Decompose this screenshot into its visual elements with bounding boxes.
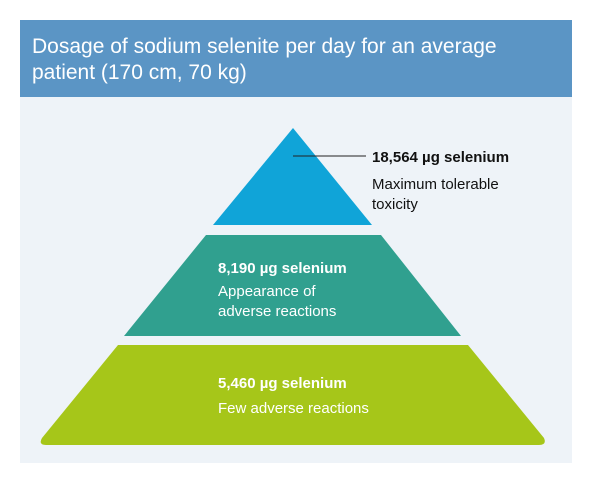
- header: Dosage of sodium selenite per day for an…: [20, 20, 572, 97]
- amount: 8,190 µg selenium: [218, 260, 347, 277]
- middle-tier: [124, 235, 461, 336]
- bottom-tier: [40, 345, 545, 445]
- description: toxicity: [372, 196, 418, 213]
- amount: 5,460 µg selenium: [218, 375, 347, 392]
- amount: 18,564 µg selenium: [372, 149, 509, 166]
- description: Appearance of: [218, 283, 316, 300]
- description: Maximum tolerable: [372, 176, 499, 193]
- title: Dosage of sodium selenite per day for an…: [32, 35, 497, 84]
- description: Few adverse reactions: [218, 400, 369, 417]
- top-tier: [213, 128, 372, 225]
- description: adverse reactions: [218, 303, 336, 320]
